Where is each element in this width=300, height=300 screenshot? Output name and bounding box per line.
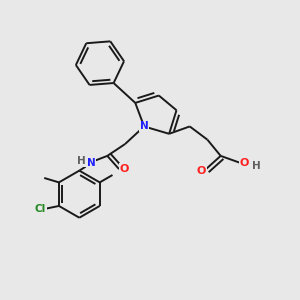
Text: N: N [140, 122, 148, 131]
Text: Cl: Cl [35, 204, 46, 214]
Text: H: H [252, 160, 260, 171]
Text: H: H [77, 156, 86, 166]
Text: O: O [197, 166, 206, 176]
Text: N: N [87, 158, 95, 168]
Text: O: O [239, 158, 249, 168]
Text: O: O [120, 164, 129, 174]
